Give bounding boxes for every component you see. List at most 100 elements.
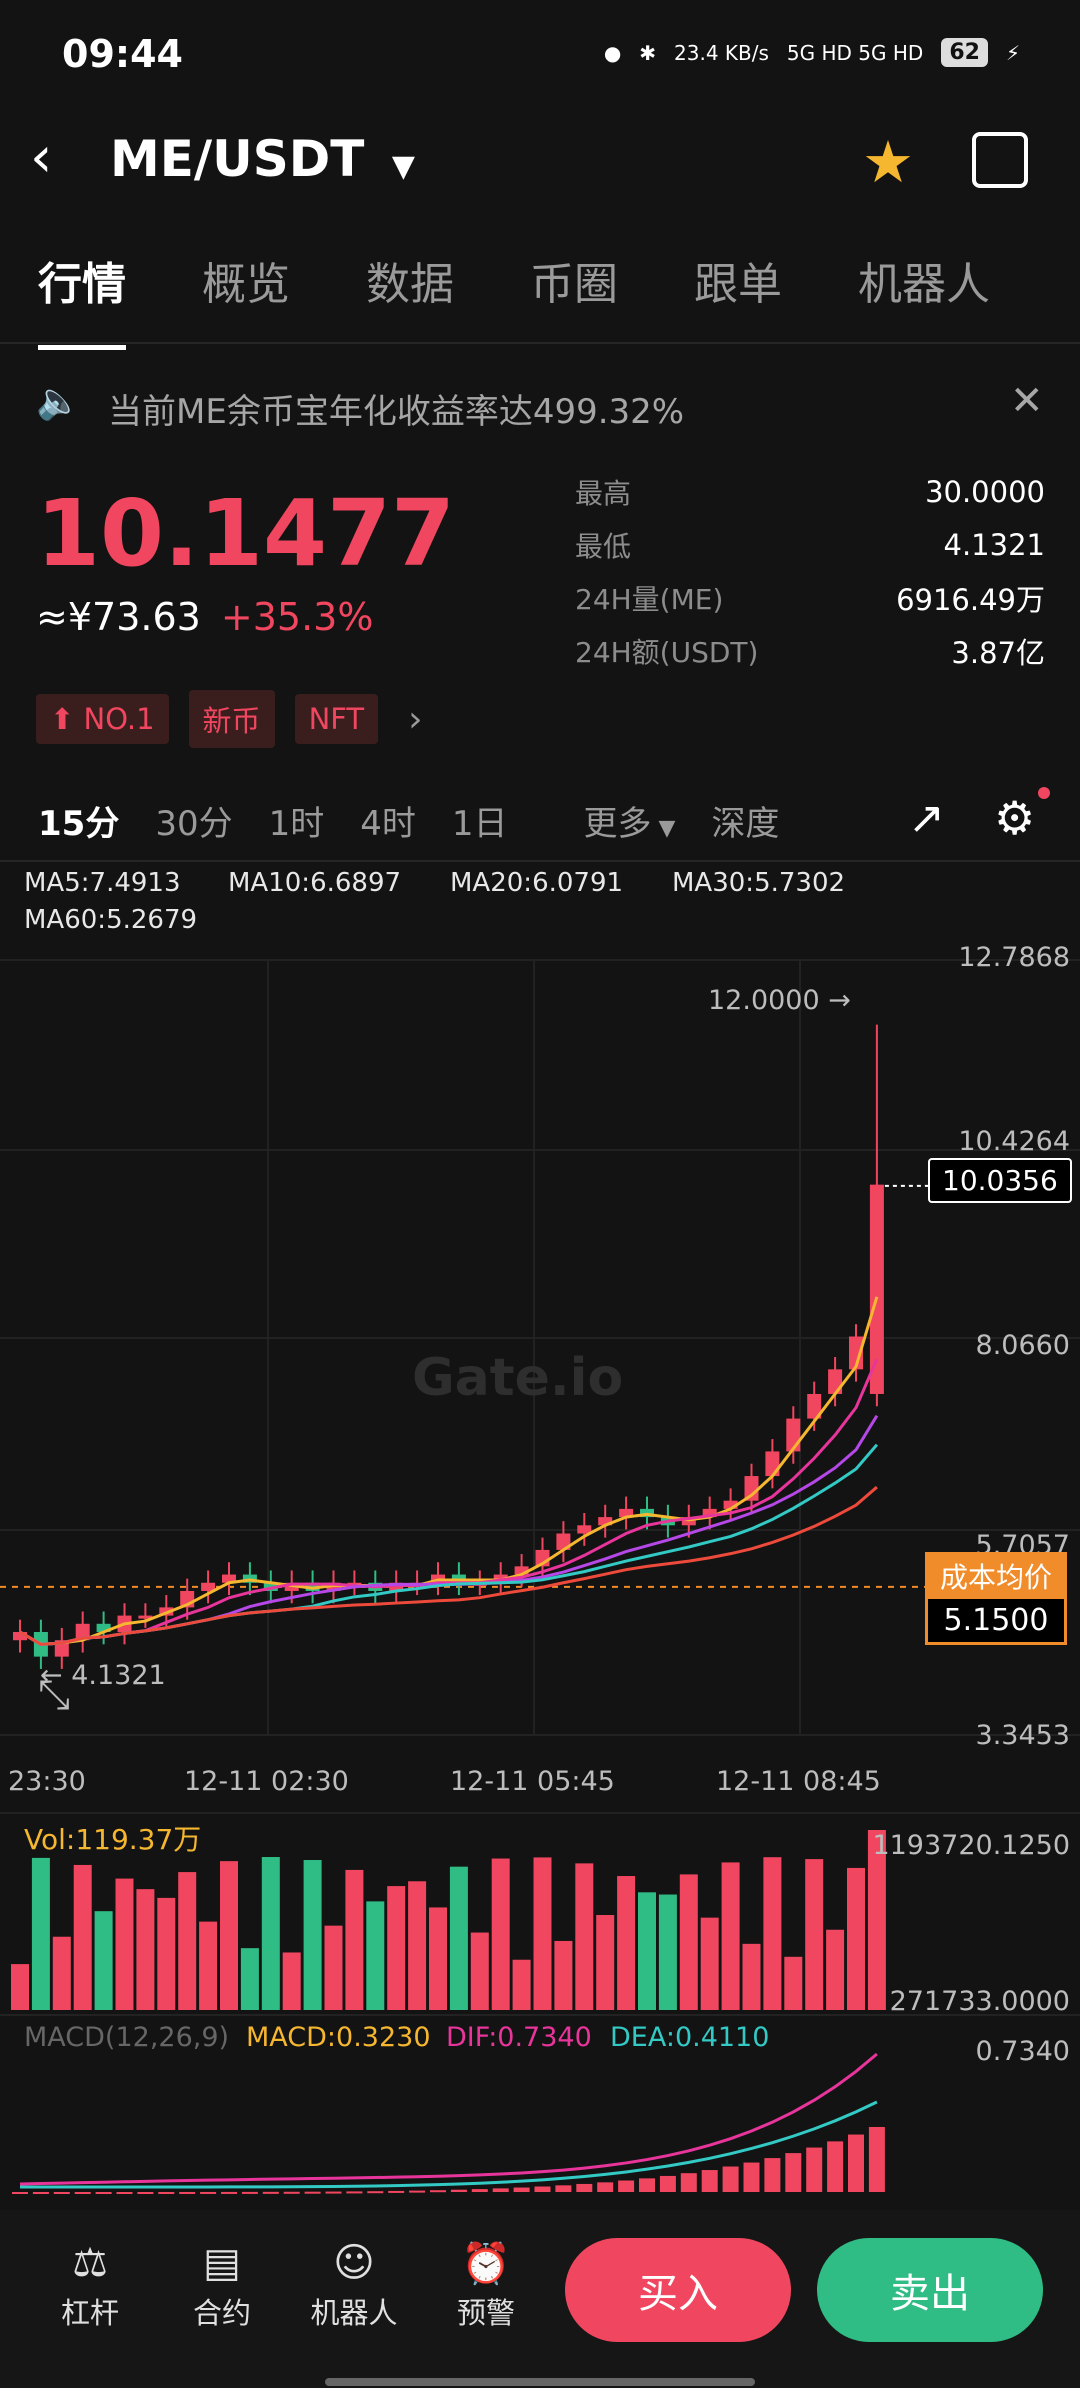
macd-histogram-bar — [95, 2191, 112, 2194]
candle-body — [869, 1184, 884, 1394]
chevron-right-icon[interactable]: › — [408, 698, 423, 740]
ma-line — [19, 1443, 879, 1646]
new-coin-tag[interactable]: 新币 — [188, 690, 275, 748]
volume-bar — [491, 1858, 510, 2010]
tab-market[interactable]: 行情 — [0, 250, 164, 350]
tab-copytrade[interactable]: 跟单 — [694, 259, 782, 310]
signal-info: 5G HD 5G HD — [786, 40, 924, 65]
favorite-star-icon[interactable]: ★ — [862, 128, 914, 196]
volume-bar — [763, 1857, 782, 2010]
futures-label: 合约 — [192, 2296, 251, 2330]
ma-line — [19, 1296, 879, 1646]
tf-15m[interactable]: 15分 — [38, 803, 120, 844]
back-icon[interactable]: ‹ — [30, 125, 53, 190]
candle-body — [598, 1517, 613, 1526]
volume-bar — [178, 1872, 197, 2010]
tf-30m[interactable]: 30分 — [155, 803, 233, 844]
alert-label: 预警 — [456, 2296, 515, 2330]
share-icon[interactable] — [972, 132, 1028, 188]
dif-value: DIF:0.7340 — [446, 2022, 592, 2053]
status-right: ● ✱ 23.4 KB/s 5G HD 5G HD 62 ⚡ — [604, 38, 1020, 67]
candle-body — [828, 1369, 843, 1394]
settings-gear-icon[interactable]: ⚙ — [994, 791, 1036, 845]
volume-bar — [742, 1943, 761, 2010]
macd-histogram-bar — [848, 2134, 864, 2192]
margin-button[interactable]: ⚖ 杠杆 — [40, 2240, 140, 2332]
bot-button[interactable]: ☺ 机器人 — [304, 2240, 404, 2332]
sell-button[interactable]: 卖出 — [817, 2238, 1043, 2342]
tab-data[interactable]: 数据 — [366, 259, 454, 310]
speaker-icon: 🔈 — [36, 381, 81, 422]
candle-body — [744, 1476, 759, 1501]
rank-tag[interactable]: ⬆ NO.1 — [36, 694, 169, 744]
volume-bar — [805, 1859, 824, 2010]
macd-params: MACD(12,26,9) — [24, 2022, 230, 2053]
close-icon[interactable]: ✕ — [1010, 378, 1044, 424]
buy-button[interactable]: 买入 — [565, 2238, 791, 2342]
volume-bar — [575, 1863, 594, 2010]
candle-body — [201, 1582, 216, 1591]
macd-histogram-bar — [304, 2191, 321, 2194]
macd-histogram-bar — [534, 2186, 551, 2192]
fullscreen-icon[interactable]: ⤡ — [38, 1672, 70, 1718]
timeframe-bar: 15分 30分 1时 4时 1日 更多 ▼ 深度 ↗ ⚙ — [0, 785, 1080, 855]
notice-bar[interactable]: 🔈 当前ME余币宝年化收益率达499.32% ✕ — [0, 370, 1080, 440]
macd-histogram-bar — [12, 2192, 28, 2194]
macd-histogram-bar — [743, 2162, 760, 2192]
tab-overview[interactable]: 概览 — [202, 259, 290, 310]
ma30-label: MA30:5.7302 — [672, 868, 846, 898]
price-sub: ≈¥73.63 +35.3% — [36, 595, 373, 639]
volume-bar — [826, 1929, 845, 2010]
macd-histogram-bar — [32, 2192, 49, 2194]
notification-dot — [1038, 787, 1050, 799]
robot-icon: ☺ — [333, 2240, 375, 2286]
volume-bar — [596, 1915, 615, 2010]
ma-line — [19, 1485, 878, 1646]
volume-bar — [52, 1936, 71, 2010]
dif-line — [19, 2052, 878, 2186]
status-bar: 09:44 ● ✱ 23.4 KB/s 5G HD 5G HD 62 ⚡ — [0, 0, 1080, 120]
candle-body — [619, 1508, 634, 1518]
candle-body — [723, 1500, 738, 1509]
volume-bar — [345, 1869, 364, 2010]
tf-1d[interactable]: 1日 — [451, 803, 508, 844]
nft-tag[interactable]: NFT — [294, 694, 379, 744]
macd-value: MACD:0.3230 — [246, 2022, 431, 2053]
kline-chart[interactable] — [0, 940, 1080, 2210]
futures-button[interactable]: ▤ 合约 — [172, 2240, 272, 2332]
candle-body — [13, 1632, 27, 1641]
ma10-label: MA10:6.6897 — [228, 868, 402, 898]
contract-icon: ▤ — [203, 2240, 241, 2286]
notice-text: 当前ME余币宝年化收益率达499.32% — [108, 392, 685, 432]
tab-community[interactable]: 币圈 — [530, 259, 618, 310]
alert-button[interactable]: ⏰ 预警 — [436, 2240, 536, 2332]
ma-line — [19, 1358, 879, 1646]
divider — [0, 860, 1080, 862]
indicator-icon[interactable]: ↗ — [908, 793, 945, 844]
macd-histogram-bar — [137, 2191, 154, 2194]
dea-value: DEA:0.4110 — [610, 2022, 770, 2053]
candle-body — [222, 1574, 236, 1583]
volume-bar — [199, 1921, 218, 2010]
stat-label: 最高 — [575, 476, 632, 510]
cost-avg-value: 5.1500 — [925, 1596, 1067, 1645]
candle-body — [138, 1615, 153, 1619]
tf-depth[interactable]: 深度 — [711, 803, 780, 844]
volume-bar — [408, 1881, 427, 2010]
rank-tag-text: NO.1 — [83, 702, 155, 736]
tf-more[interactable]: 更多 ▼ — [566, 796, 694, 845]
stat-value: 30.0000 — [925, 474, 1045, 509]
macd-histogram-bar — [409, 2190, 426, 2193]
tf-more-text: 更多 — [583, 803, 652, 844]
tab-bot[interactable]: 机器人 — [858, 259, 990, 310]
macd-histogram-bar — [639, 2178, 655, 2192]
macd-histogram-bar — [764, 2158, 781, 2192]
macd-histogram-bar — [868, 2127, 885, 2192]
price-change: +35.3% — [220, 595, 374, 639]
macd-histogram-bar — [618, 2180, 635, 2192]
tf-1h[interactable]: 1时 — [268, 803, 325, 844]
tf-4h[interactable]: 4时 — [360, 803, 416, 844]
pair-title[interactable]: ME/USDT ▼ — [110, 130, 415, 188]
macd-histogram-bar — [262, 2191, 279, 2194]
stat-value: 6916.49万 — [896, 582, 1045, 617]
